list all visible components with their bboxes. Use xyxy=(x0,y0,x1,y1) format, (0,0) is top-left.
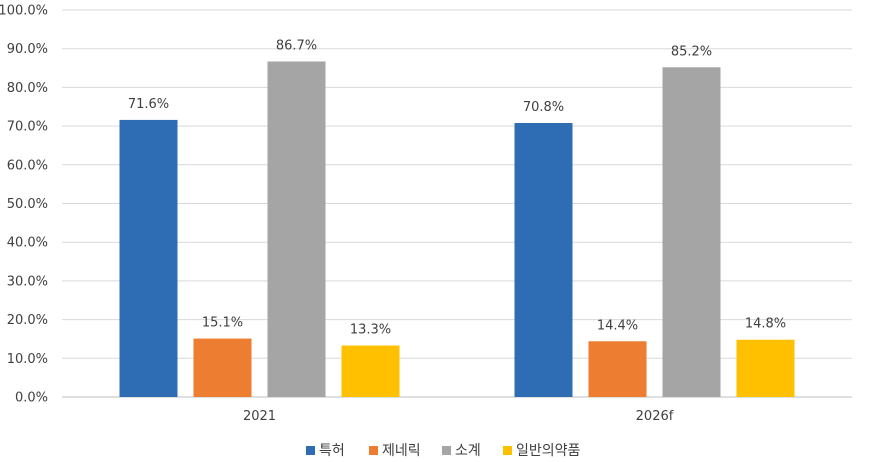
bar-2026f-2 xyxy=(662,67,721,397)
data-label: 70.8% xyxy=(523,100,564,115)
data-label: 15.1% xyxy=(202,316,243,331)
legend-label: 소계 xyxy=(455,443,481,459)
data-label: 85.2% xyxy=(671,44,712,59)
legend-swatch xyxy=(369,446,378,455)
data-label: 13.3% xyxy=(350,323,391,338)
legend-swatch xyxy=(503,446,512,455)
legend-label: 일반의약품 xyxy=(516,443,581,459)
bar-2026f-3 xyxy=(736,339,795,397)
legend: 특허 제네릭 소계 일반의약품 xyxy=(306,443,581,459)
legend-label: 제네릭 xyxy=(382,443,421,459)
y-tick-label: 50.0% xyxy=(7,197,48,212)
x-category-label: 2021 xyxy=(243,409,276,424)
data-label: 86.7% xyxy=(276,38,317,53)
y-tick-label: 10.0% xyxy=(7,352,48,367)
data-label: 71.6% xyxy=(128,97,169,112)
y-tick-label: 90.0% xyxy=(7,42,48,57)
y-tick-label: 30.0% xyxy=(7,274,48,289)
data-labels: 71.6% 15.1% 86.7% 13.3% 70.8% 14.4% 85.2% 14.8% xyxy=(128,38,786,337)
bar-2026f-1 xyxy=(588,341,647,397)
bar-2026f-0 xyxy=(514,123,573,397)
bar-2021-1 xyxy=(193,338,252,397)
x-category-label: 2026f xyxy=(636,409,674,424)
x-axis-categories: 2021 2026f xyxy=(243,409,674,424)
legend-label: 특허 xyxy=(319,443,345,459)
data-label: 14.4% xyxy=(597,318,638,333)
legend-swatch xyxy=(442,446,451,455)
y-tick-label: 70.0% xyxy=(7,120,48,135)
legend-swatch xyxy=(306,446,315,455)
gridlines xyxy=(62,9,852,398)
data-label: 14.8% xyxy=(745,317,786,332)
y-axis-ticks: 0.0% 10.0% 20.0% 30.0% 40.0% 50.0% 60.0% 70.0% 8… xyxy=(0,4,48,406)
bar-2021-2 xyxy=(267,61,326,397)
y-tick-label: 0.0% xyxy=(15,391,48,406)
y-tick-label: 40.0% xyxy=(7,236,48,251)
bars xyxy=(119,61,795,398)
y-tick-label: 80.0% xyxy=(7,81,48,96)
y-tick-label: 20.0% xyxy=(7,313,48,328)
y-tick-label: 60.0% xyxy=(7,158,48,173)
bar-2021-3 xyxy=(341,345,400,397)
y-tick-label: 100.0% xyxy=(0,4,48,19)
bar-2021-0 xyxy=(119,119,178,398)
